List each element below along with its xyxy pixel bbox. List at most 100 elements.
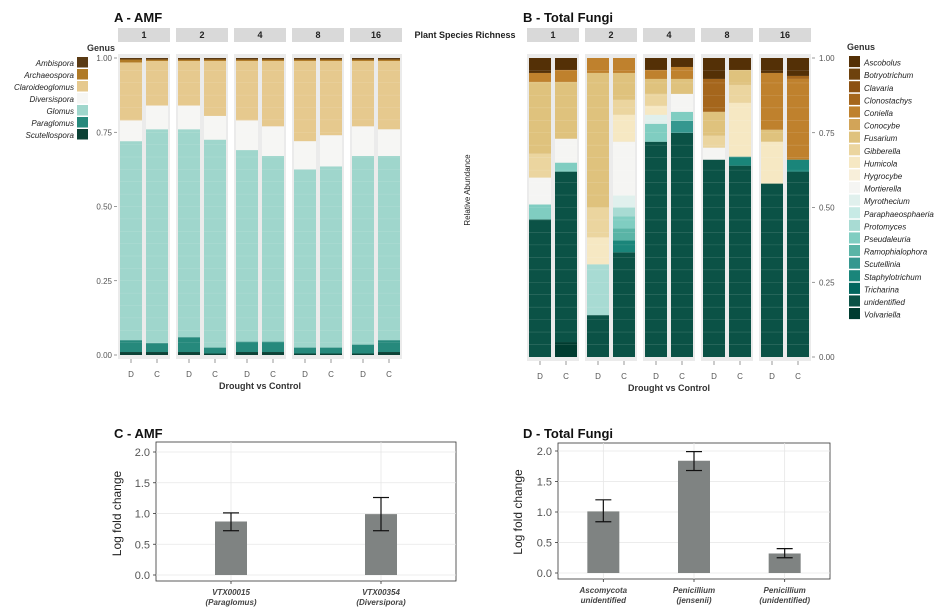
fungi-bar-segment	[671, 120, 693, 133]
amf-bar-segment	[352, 58, 374, 60]
fungi-legend-label: Volvariella	[864, 311, 901, 320]
amf-facet-label: 8	[315, 30, 320, 40]
amf-bar-segment	[378, 58, 400, 60]
fungi-bar-segment	[613, 114, 635, 142]
fungi-bar-segment	[529, 219, 551, 357]
amf-facet-label: 2	[199, 30, 204, 40]
amf-bar-segment	[146, 59, 168, 61]
fungi-facet-strip	[643, 28, 695, 42]
amf-bar-segment	[178, 129, 200, 338]
fungi-bar-segment	[555, 81, 577, 139]
fungi-bar-segment	[613, 252, 635, 357]
fungi-legend-label: Conocybe	[864, 122, 901, 131]
fungi-bar-segment	[587, 237, 609, 265]
amf-bar-segment	[378, 340, 400, 353]
amf-bar-segment	[352, 156, 374, 345]
fungi-ytick-label: 0.75	[819, 129, 835, 138]
amf-bar-segment	[204, 58, 226, 60]
fungi-bar-segment	[555, 162, 577, 172]
amf-bar-segment	[262, 341, 284, 353]
fungi-bar-segment	[555, 171, 577, 343]
fungi-legend-key	[849, 131, 860, 143]
fungi-bar-segment	[671, 78, 693, 94]
fungi-bar-segment	[555, 342, 577, 357]
fungi-legend-key	[849, 219, 860, 231]
facet-header: Plant Species Richness	[414, 30, 515, 40]
amf-lfc-ytick-label: 1.0	[135, 509, 150, 521]
amf-bar-segment	[352, 60, 374, 127]
fungi-facet-strip	[759, 28, 811, 42]
amf-bar-segment	[204, 353, 226, 355]
fungi-bar-segment	[555, 138, 577, 163]
fungi-xtick-label: D	[769, 372, 775, 381]
fungi-legend-key	[849, 156, 860, 168]
amf-facet-strip	[118, 28, 170, 42]
amf-bar-segment	[204, 347, 226, 354]
amf-xtick-label: C	[270, 370, 276, 379]
fungi-bar-segment	[729, 102, 751, 157]
fungi-lfc-category-line2: unidentified	[581, 596, 627, 605]
amf-xtick-label: C	[386, 370, 392, 379]
amf-bar-segment	[320, 166, 342, 348]
amf-legend-key	[77, 69, 88, 80]
fungi-legend-label: unidentified	[864, 298, 905, 307]
amf-xlabel: Drought vs Control	[219, 381, 301, 391]
fungi-facet-label: 4	[666, 30, 671, 40]
fungi-bar-segment	[703, 135, 725, 148]
fungi-legend-label: Myrothecium	[864, 197, 910, 206]
amf-lfc-title: C - AMF	[114, 426, 163, 441]
fungi-legend-key	[849, 93, 860, 105]
amf-bar-segment	[294, 58, 316, 60]
amf-bar-segment	[294, 60, 316, 142]
fungi-legend-key	[849, 282, 860, 294]
fungi-legend-label: Gibberella	[864, 147, 901, 156]
amf-ytick-label: 0.25	[96, 277, 112, 286]
fungi-bar-segment	[529, 58, 551, 73]
amf-bar-segment	[262, 156, 284, 342]
amf-ytick-label: 1.00	[96, 54, 112, 63]
amf-legend-label: Scutellospora	[26, 131, 75, 140]
amf-bar-segment	[320, 353, 342, 355]
fungi-bar-segment	[645, 78, 667, 94]
amf-bar-segment	[262, 58, 284, 60]
amf-legend-key	[77, 129, 88, 140]
amf-bar-segment	[378, 156, 400, 341]
fungi-facet-label: 2	[608, 30, 613, 40]
amf-bar-segment	[294, 59, 316, 61]
amf-bar-segment	[146, 352, 168, 355]
fungi-xlabel: Drought vs Control	[628, 383, 710, 393]
amf-bar-segment	[178, 105, 200, 130]
amf-legend-title: Genus	[87, 43, 115, 53]
amf-bar-segment	[262, 126, 284, 157]
fungi-bar-segment	[587, 72, 609, 208]
fungi-bar-segment	[555, 69, 577, 82]
amf-lfc-category-line2: (Paraglomus)	[205, 598, 256, 607]
amf-lfc-category-line1: VTX00354	[362, 588, 400, 597]
fungi-bar-segment	[787, 78, 809, 160]
fungi-legend-label: Hygrocybe	[864, 172, 903, 181]
fungi-lfc-ytick-label: 0.0	[537, 568, 552, 580]
amf-bar-segment	[178, 337, 200, 353]
fungi-legend-key	[849, 257, 860, 269]
fungi-bar-segment	[529, 177, 551, 205]
amf-panel: 1 D C 2 D C 4 D C 8 D C 16 D C 0.00 0.25 0.50 0.75 1.00 Drou…	[14, 10, 402, 391]
fungi-xtick-label: C	[795, 372, 801, 381]
fungi-bar-segment	[761, 72, 783, 130]
amf-bar-segment	[378, 59, 400, 61]
fungi-legend-key	[849, 144, 860, 156]
fungi-bar-segment	[703, 111, 725, 136]
fungi-bar-segment	[613, 58, 635, 73]
fungi-bar-segment	[729, 84, 751, 103]
amf-bar-segment	[294, 169, 316, 348]
amf-lfc-ytick-label: 0.0	[135, 570, 150, 582]
fungi-legend-key	[849, 194, 860, 206]
amf-bar-segment	[120, 59, 142, 63]
fungi-lfc-bar	[678, 460, 710, 573]
amf-ytick-label: 0.00	[96, 351, 112, 360]
fungi-legend-key	[849, 245, 860, 257]
amf-bar-segment	[204, 60, 226, 116]
fungi-facet-label: 1	[550, 30, 555, 40]
fungi-facet-label: 16	[780, 30, 790, 40]
